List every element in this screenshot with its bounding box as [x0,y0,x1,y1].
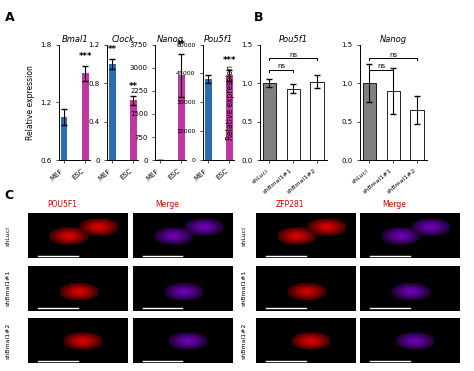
Title: Pou5f1: Pou5f1 [279,35,308,44]
Title: Nanog: Nanog [380,35,407,44]
Text: shLuci: shLuci [242,226,246,246]
Bar [109,64,116,160]
Text: ns: ns [389,52,397,58]
Text: POU5F1: POU5F1 [47,200,78,209]
Bar [410,110,424,160]
Text: ns: ns [377,63,385,69]
Title: Bmal1: Bmal1 [61,35,88,44]
Text: Merge: Merge [155,200,179,209]
Text: ns: ns [277,63,285,69]
Text: ***: *** [223,56,236,65]
Text: shBmal1#2: shBmal1#2 [242,323,246,359]
Text: ZFP281: ZFP281 [276,200,304,209]
Bar [263,83,276,160]
Bar [363,83,376,160]
Text: shBmal1#1: shBmal1#1 [5,270,10,306]
Text: ***: *** [79,52,92,61]
Text: B: B [254,11,263,24]
Bar [205,79,211,160]
Title: Pou5f1: Pou5f1 [204,35,233,44]
Bar [226,75,233,160]
Bar [287,89,300,160]
Bar [130,101,137,160]
Bar [178,75,185,160]
Bar [61,117,67,218]
Text: shBmal1#2: shBmal1#2 [5,323,10,359]
Text: C: C [5,189,14,202]
Text: **: ** [108,45,117,55]
Text: ns: ns [289,52,297,58]
Text: Merge: Merge [383,200,406,209]
Text: A: A [5,11,14,24]
Text: shLuci: shLuci [5,226,10,246]
Bar [387,91,400,160]
Bar [82,73,89,218]
Y-axis label: Relative expression: Relative expression [26,65,35,140]
Bar [310,82,324,160]
Title: Clock: Clock [111,35,134,44]
Y-axis label: Relative expression: Relative expression [227,65,236,140]
Text: **: ** [129,82,138,91]
Text: shBmal1#1: shBmal1#1 [242,270,246,306]
Text: **: ** [177,40,186,49]
Title: Nanog: Nanog [157,35,184,44]
